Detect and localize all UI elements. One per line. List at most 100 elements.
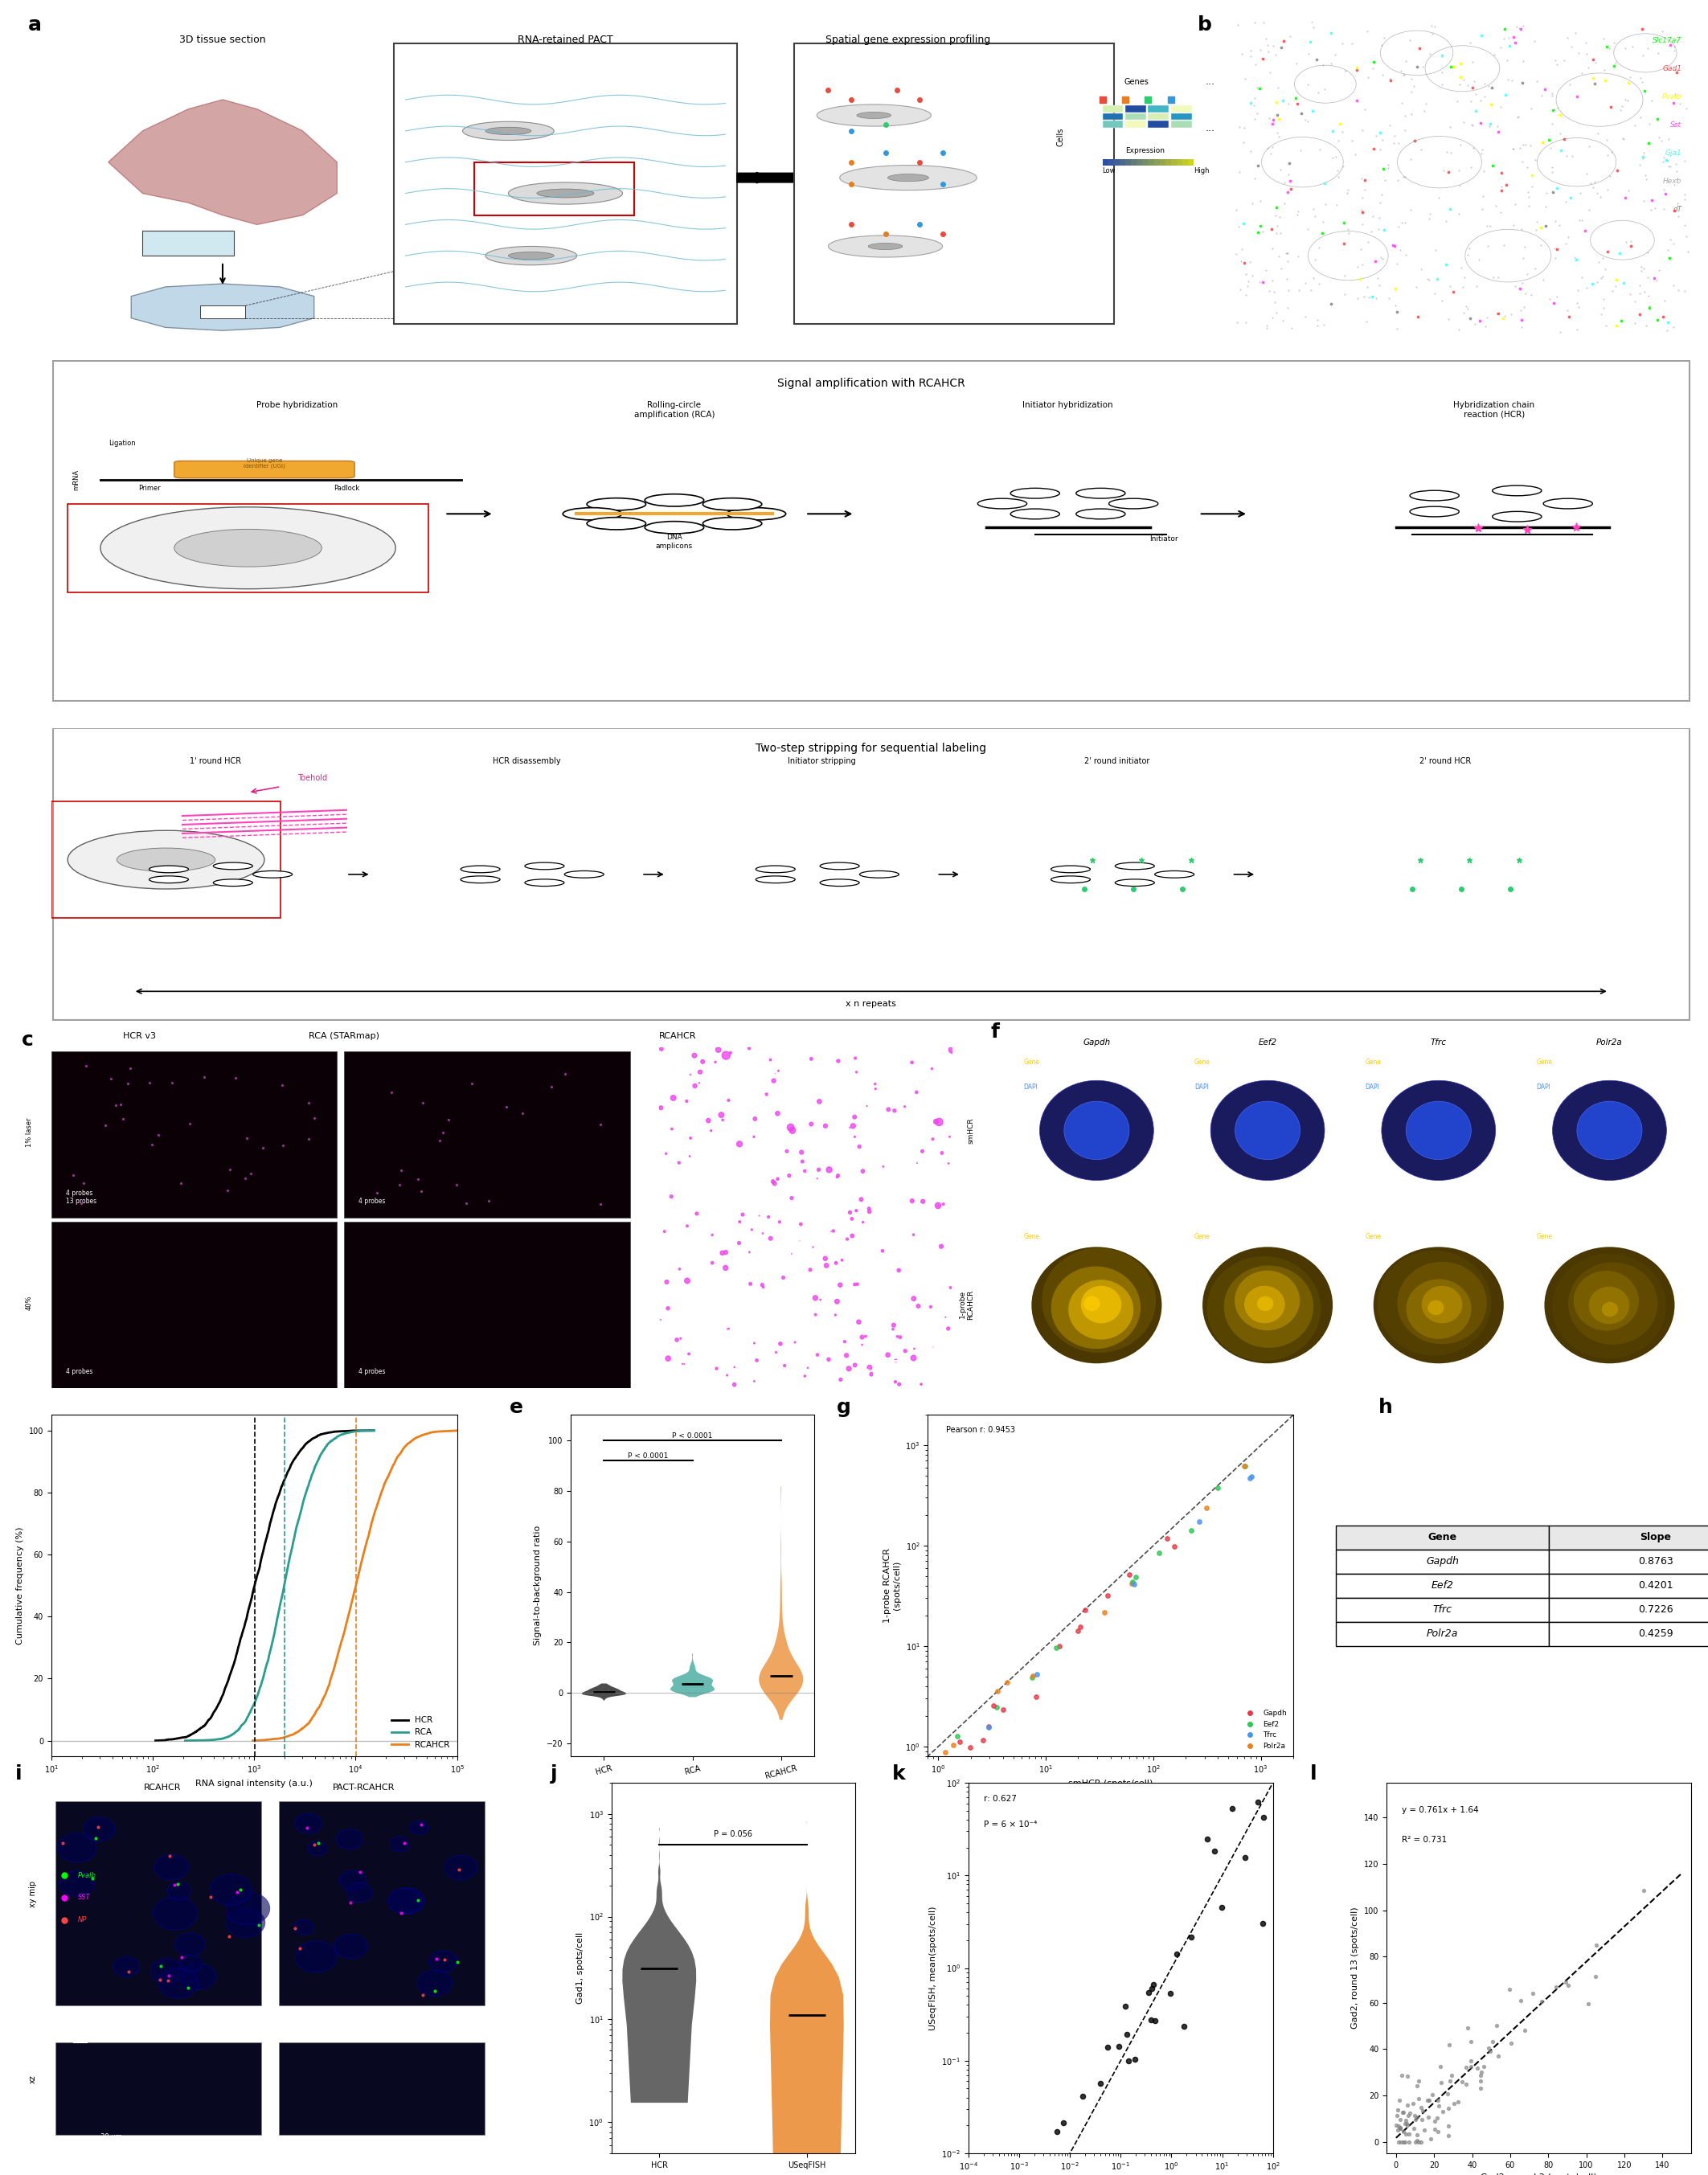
Ellipse shape xyxy=(335,1934,367,1958)
Text: 2' round HCR: 2' round HCR xyxy=(1419,757,1471,766)
Point xyxy=(1512,126,1539,161)
Point xyxy=(1648,300,1676,335)
Point xyxy=(1348,191,1375,226)
Ellipse shape xyxy=(294,1921,314,1934)
Point xyxy=(1435,2118,1462,2153)
Text: Gja1: Gja1 xyxy=(1665,150,1682,157)
Point xyxy=(1469,133,1496,167)
Y-axis label: Cumulative frequency (%): Cumulative frequency (%) xyxy=(15,1527,24,1644)
Point xyxy=(1452,2049,1479,2084)
Polygon shape xyxy=(108,100,336,224)
Text: HCR disassembly: HCR disassembly xyxy=(492,757,560,766)
Point xyxy=(1390,57,1418,91)
Point xyxy=(1363,120,1390,154)
Point xyxy=(1390,2095,1418,2129)
Circle shape xyxy=(1076,487,1126,498)
Point xyxy=(1648,122,1676,157)
RCA xyxy=(364,1418,384,1444)
Ellipse shape xyxy=(167,1881,191,1901)
Point xyxy=(1452,2066,1479,2101)
Point xyxy=(1385,2125,1413,2160)
Text: RCAHCR: RCAHCR xyxy=(143,1784,181,1792)
Point xyxy=(1348,231,1375,265)
Point xyxy=(1404,2123,1431,2158)
Point xyxy=(1243,215,1271,250)
Text: h: h xyxy=(1378,1399,1392,1418)
Text: ...: ... xyxy=(1206,76,1214,87)
Point xyxy=(1249,1905,1276,1940)
Text: RCAHCR: RCAHCR xyxy=(659,1033,697,1040)
Point xyxy=(1621,307,1648,341)
Point xyxy=(1498,296,1525,331)
Point xyxy=(1665,272,1693,307)
Point xyxy=(109,1101,137,1135)
Text: Ligation: Ligation xyxy=(109,439,135,448)
Text: c: c xyxy=(22,1031,34,1051)
Point xyxy=(1457,2049,1484,2084)
Text: Probe hybridization: Probe hybridization xyxy=(256,400,338,409)
Point xyxy=(494,1090,521,1124)
Text: Padlock: Padlock xyxy=(333,485,359,492)
Point xyxy=(1223,194,1250,228)
RCAHCR xyxy=(366,1496,386,1522)
Circle shape xyxy=(1409,507,1459,518)
Point xyxy=(1483,296,1510,331)
Bar xyxy=(1199,159,1206,165)
Point xyxy=(1670,144,1698,178)
Text: DAPI: DAPI xyxy=(1365,1083,1380,1090)
Point xyxy=(1616,59,1643,94)
Point xyxy=(1295,67,1322,102)
Point xyxy=(1401,2097,1428,2131)
Point xyxy=(1435,2108,1462,2142)
Point xyxy=(1383,294,1411,328)
Point xyxy=(1489,302,1517,337)
Ellipse shape xyxy=(485,246,577,265)
Point xyxy=(1436,270,1464,304)
Ellipse shape xyxy=(336,1829,362,1849)
RCAHCR xyxy=(357,1527,377,1553)
Point xyxy=(1360,46,1387,80)
Point xyxy=(1424,2088,1452,2123)
Point xyxy=(1672,220,1699,254)
Point xyxy=(1657,790,1684,824)
Point xyxy=(1231,257,1259,291)
Ellipse shape xyxy=(116,848,215,872)
Point xyxy=(1566,176,1594,211)
Point xyxy=(1580,61,1607,96)
Bar xyxy=(56,1801,261,2005)
Point xyxy=(1170,2010,1197,2044)
Point xyxy=(1515,189,1542,224)
Point xyxy=(1421,276,1448,311)
Point xyxy=(1305,231,1332,265)
Point xyxy=(1383,2112,1411,2147)
Point xyxy=(1138,2003,1165,2038)
Point xyxy=(588,1107,615,1142)
Point xyxy=(1611,30,1638,65)
Point xyxy=(1471,154,1498,189)
Point xyxy=(1368,122,1395,157)
Point xyxy=(1228,37,1255,72)
Point xyxy=(270,1129,297,1164)
Point xyxy=(1230,124,1257,159)
Point xyxy=(1457,2025,1484,2060)
Point xyxy=(1138,1971,1165,2005)
Text: DAPI: DAPI xyxy=(1194,1083,1209,1090)
Point xyxy=(1474,300,1501,335)
Bar xyxy=(1126,104,1146,113)
Point xyxy=(1394,2108,1421,2142)
Ellipse shape xyxy=(307,1842,326,1855)
RCAHCR xyxy=(374,1472,395,1499)
Point xyxy=(108,1088,135,1122)
Point xyxy=(1387,2112,1414,2147)
Point xyxy=(1414,661,1442,696)
Point xyxy=(1231,246,1259,281)
RCA xyxy=(280,1542,301,1568)
Point xyxy=(1389,85,1416,120)
Point xyxy=(1506,11,1534,46)
Ellipse shape xyxy=(1553,1081,1667,1181)
Line: RCA: RCA xyxy=(184,1431,374,1740)
Bar xyxy=(1148,104,1168,113)
RCA xyxy=(251,1670,272,1697)
Point xyxy=(1368,28,1395,63)
Point xyxy=(1607,304,1635,339)
